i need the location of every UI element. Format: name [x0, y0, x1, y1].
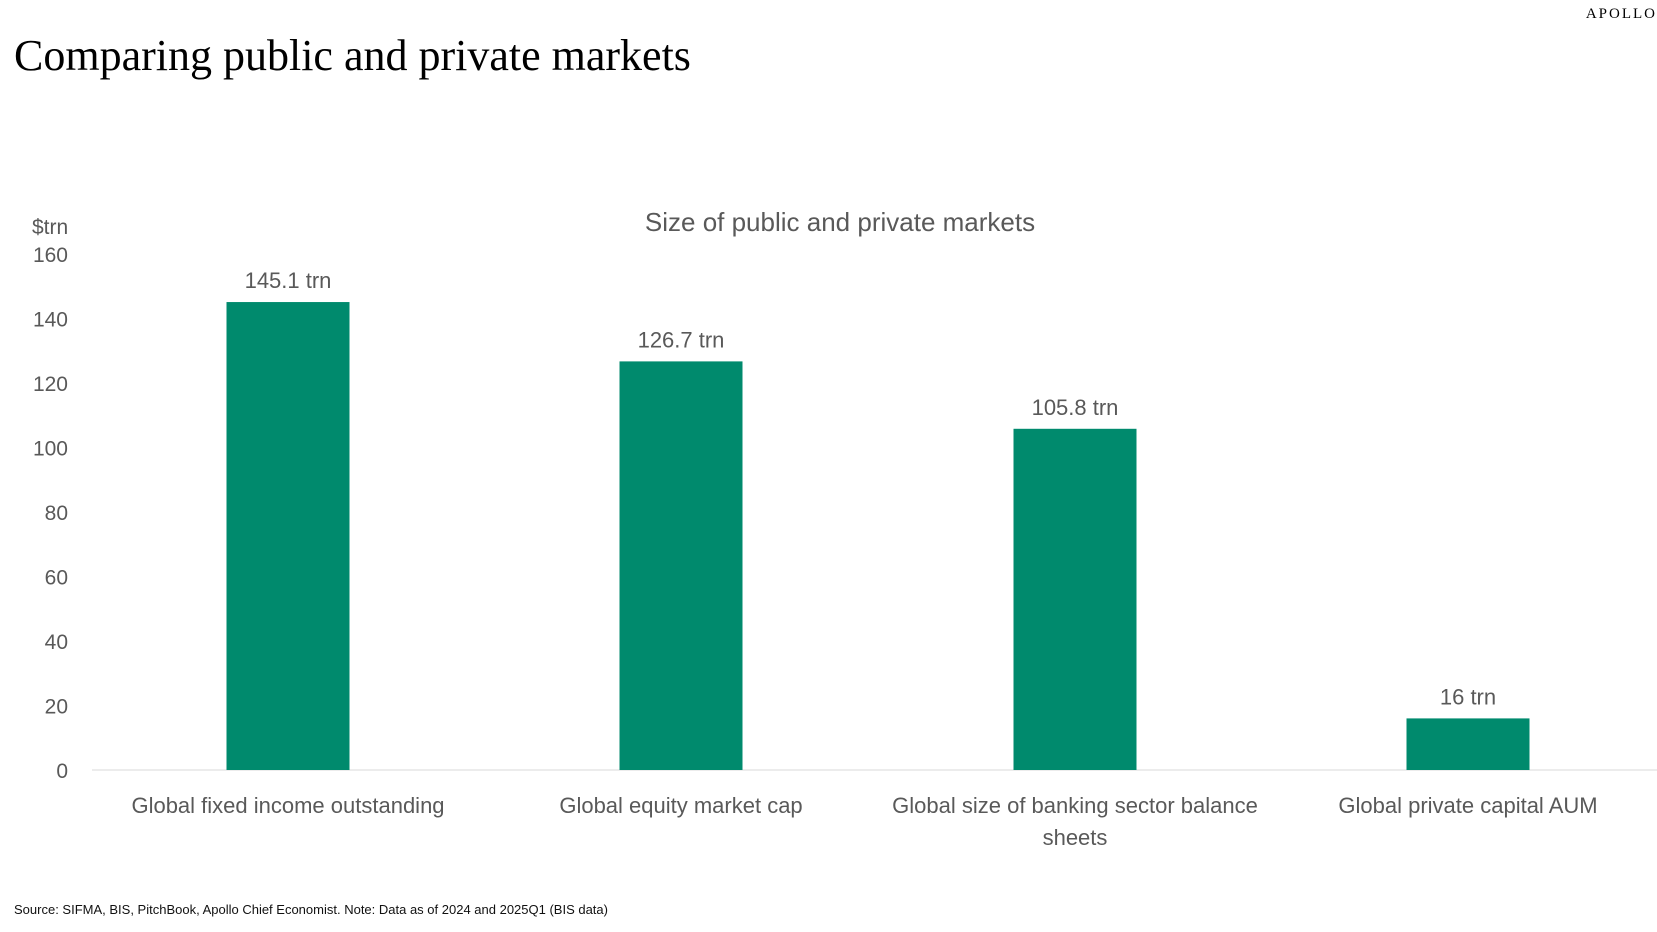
- y-tick-label: 60: [45, 567, 68, 590]
- bar-chart: Size of public and private markets $trn …: [32, 207, 1657, 850]
- y-tick-label: 0: [56, 760, 68, 783]
- y-tick-label: 80: [45, 502, 68, 525]
- category-label: Global equity market cap: [559, 793, 802, 818]
- y-tick-label: 120: [33, 373, 68, 396]
- x-axis-labels: Global fixed income outstanding Global eq…: [131, 793, 1597, 850]
- y-tick-label: 160: [33, 244, 68, 267]
- category-label: Global size of banking sector balance: [892, 793, 1258, 818]
- y-axis-label: $trn: [32, 216, 68, 239]
- category-label: Global fixed income outstanding: [131, 793, 444, 818]
- y-axis-ticks: 0 20 40 60 80 100 120 140 160: [33, 244, 68, 783]
- bar-value-label: 126.7 trn: [638, 327, 725, 352]
- y-tick-label: 100: [33, 438, 68, 461]
- y-tick-label: 20: [45, 696, 68, 719]
- bar: [619, 361, 743, 770]
- category-label: Global private capital AUM: [1338, 793, 1597, 818]
- page-title: Comparing public and private markets: [14, 31, 691, 80]
- bar-value-label: 105.8 trn: [1032, 395, 1119, 420]
- data-labels-group: 145.1 trn 126.7 trn 105.8 trn 16 trn: [245, 268, 1497, 709]
- source-note: Source: SIFMA, BIS, PitchBook, Apollo Ch…: [14, 902, 608, 917]
- brand-logo: APOLLO: [1585, 6, 1657, 22]
- y-tick-label: 40: [45, 631, 68, 654]
- bar: [1013, 428, 1137, 770]
- bar-value-label: 16 trn: [1440, 684, 1496, 709]
- bars-group: [226, 302, 1530, 770]
- bar-value-label: 145.1 trn: [245, 268, 332, 293]
- category-label: sheets: [1043, 825, 1108, 850]
- bar: [1406, 718, 1530, 770]
- chart-title: Size of public and private markets: [645, 207, 1035, 237]
- bar: [226, 302, 350, 770]
- y-tick-label: 140: [33, 309, 68, 332]
